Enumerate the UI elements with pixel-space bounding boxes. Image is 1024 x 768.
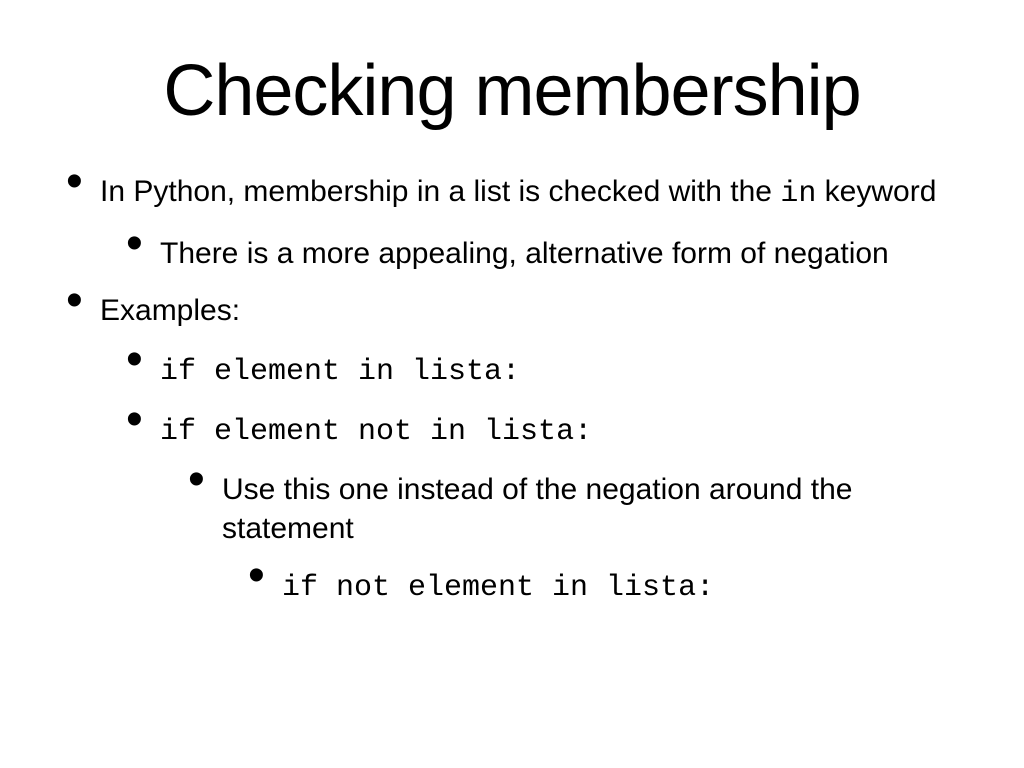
bullet-1-1: There is a more appealing, alternative f… [120,234,964,273]
slide: Checking membership In Python, membershi… [0,0,1024,768]
bullet-2-text: Examples: [100,294,240,327]
bullet-2-sublist: if element in lista: if element not in l… [100,350,964,608]
bullet-2-1: if element in lista: [120,350,964,392]
bullet-2-2-1-1: if not element in lista: [242,566,964,608]
bullet-2-2: if element not in lista: Use this one in… [120,410,964,608]
bullet-1-text-pre: In Python, membership in a list is check… [100,175,780,208]
bullet-2-2-1-text: Use this one instead of the negation aro… [222,473,852,545]
bullet-1-code: in [780,177,816,211]
bullet-2-1-code: if element in lista: [160,355,520,389]
bullet-2: Examples: if element in lista: if elemen… [60,291,964,608]
bullet-2-2-1-sublist: if not element in lista: [222,566,964,608]
bullet-2-2-sublist: Use this one instead of the negation aro… [160,470,964,608]
bullet-2-2-code: if element not in lista: [160,415,592,449]
bullet-1-text-post: keyword [816,175,936,208]
bullet-list: In Python, membership in a list is check… [60,172,964,608]
bullet-2-2-1-1-code: if not element in lista: [282,571,714,605]
bullet-1-sublist: There is a more appealing, alternative f… [100,234,964,273]
bullet-2-2-1: Use this one instead of the negation aro… [182,470,964,608]
bullet-1-1-text: There is a more appealing, alternative f… [160,237,889,270]
bullet-1: In Python, membership in a list is check… [60,172,964,273]
slide-title: Checking membership [60,50,964,132]
